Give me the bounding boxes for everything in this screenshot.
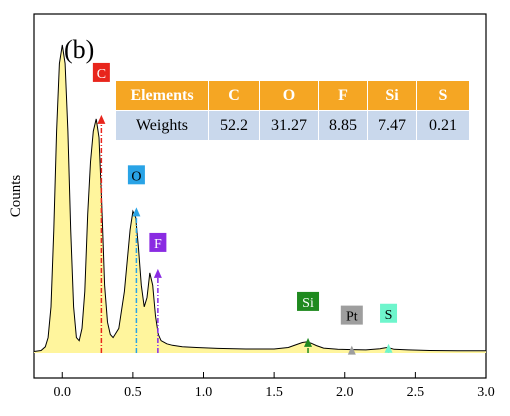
y-axis-label: Counts: [8, 175, 24, 218]
table-value-cell: 52.2: [208, 110, 260, 141]
peak-label-box-si: [297, 291, 320, 311]
peak-label-box-s: [380, 303, 398, 323]
peak-label-box-c: [92, 62, 110, 82]
peak-label-f: F: [154, 237, 162, 252]
x-tick-label: 1.5: [265, 385, 283, 400]
x-tick-label: 2.5: [407, 385, 425, 400]
table-header-cell: F: [318, 80, 368, 111]
plot-frame: [33, 13, 487, 379]
spectrum-line: [33, 44, 486, 352]
peak-label-c: C: [97, 67, 106, 82]
x-axis-ticks: 0.0 0.5 1.0 1.5 2.0 2.5 3.0: [54, 372, 495, 400]
peak-label-box-f: [149, 232, 167, 252]
peak-label-si: Si: [302, 296, 314, 311]
peak-label-box-o: [127, 165, 145, 185]
x-tick-label: 0.0: [54, 385, 72, 400]
table-value-row: Weights 52.2 31.27 8.85 7.47 0.21: [115, 110, 470, 141]
table-header-cell: O: [259, 80, 319, 111]
table-value-cell: 31.27: [259, 110, 319, 141]
x-tick-label: 3.0: [477, 385, 495, 400]
peak-label-s: S: [385, 308, 393, 323]
table-value-cell: 0.21: [416, 110, 470, 141]
table-value-cell: Weights: [115, 110, 209, 141]
peak-label-o: O: [131, 169, 141, 184]
table-header-cell: C: [208, 80, 260, 111]
peak-label-pt: Pt: [346, 310, 358, 325]
peak-arrow-s: [384, 343, 393, 353]
x-tick-label: 1.0: [195, 385, 213, 400]
element-weights-table: Elements C O F Si S Weights 52.2 31.27 8…: [115, 80, 470, 141]
x-tick-label: 0.5: [124, 385, 142, 400]
x-tick-label: 2.0: [336, 385, 354, 400]
table-value-cell: 8.85: [318, 110, 368, 141]
peak-arrow-pt: [347, 345, 356, 355]
table-header-cell: Elements: [115, 80, 209, 111]
peak-arrow-o: [132, 207, 141, 217]
panel-label: (b): [64, 35, 94, 64]
table-header-row: Elements C O F Si S: [115, 80, 470, 111]
table-header-cell: Si: [367, 80, 417, 111]
table-value-cell: 7.47: [367, 110, 417, 141]
table-header-cell: S: [416, 80, 470, 111]
peak-label-box-pt: [340, 305, 363, 325]
peak-arrow-f: [153, 268, 162, 278]
peak-arrow-si: [304, 337, 313, 347]
peak-arrow-c: [97, 114, 106, 124]
